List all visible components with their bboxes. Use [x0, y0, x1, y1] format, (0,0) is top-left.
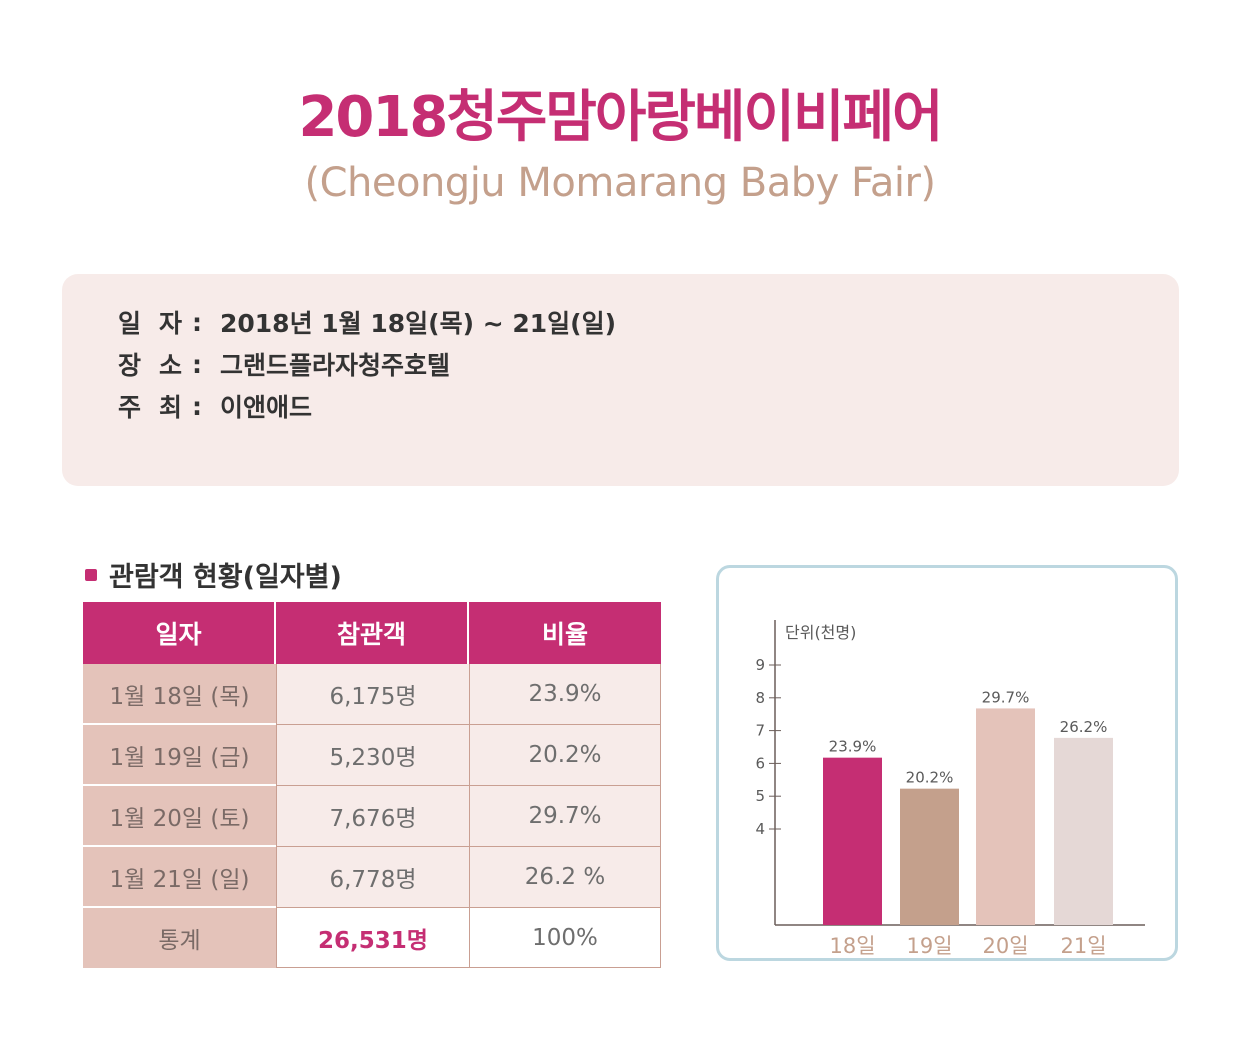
y-tick-label: 8: [755, 689, 765, 707]
chart-panel: 단위(천명) 4 5 6 7 8 9 23.9% 18일 20.2% 19일 29.7% 20일 26.2…: [716, 565, 1178, 961]
y-axis-label: 단위(천명): [785, 623, 856, 642]
table-header-row: 일자 참관객 비율: [83, 602, 661, 664]
info-row-date: 일자 : 2018년 1월 18일(목) ~ 21일(일): [118, 304, 616, 340]
column-header-ratio: 비율: [469, 602, 661, 664]
info-label: 주최: [118, 393, 201, 422]
cell-ratio: 26.2 %: [469, 847, 661, 908]
cell-date: 1월 19일 (금): [83, 725, 276, 786]
event-info-box: 일자 : 2018년 1월 18일(목) ~ 21일(일) 장소 : 그랜드플라…: [62, 274, 1179, 486]
page-title: 2018청주맘아랑베이비페어: [298, 85, 943, 150]
cell-date: 1월 21일 (일): [83, 847, 276, 908]
data-label: 20.2%: [906, 769, 954, 787]
bar-18일: [823, 757, 882, 925]
info-colon: :: [192, 391, 202, 421]
bar-20일: [976, 708, 1035, 925]
x-tick-label: 19일: [906, 934, 952, 958]
data-label: 29.7%: [982, 688, 1030, 706]
cell-ratio: 20.2%: [469, 725, 661, 786]
column-header-visitors: 참관객: [276, 602, 469, 664]
info-value-organizer: 이앤애드: [220, 393, 313, 422]
y-tick-label: 6: [755, 754, 765, 772]
data-label: 23.9%: [829, 738, 877, 756]
cell-visitors: 5,230명: [276, 725, 469, 786]
cell-visitors: 7,676명: [276, 786, 469, 847]
x-tick-label: 21일: [1060, 934, 1106, 958]
cell-date: 1월 20일 (토): [83, 786, 276, 847]
info-row-venue: 장소 : 그랜드플라자청주호텔: [118, 346, 450, 382]
table-row: 1월 21일 (일) 6,778명 26.2 %: [83, 847, 661, 908]
info-colon: :: [192, 307, 202, 337]
x-tick-label: 20일: [982, 934, 1028, 958]
table-row: 1월 18일 (목) 6,175명 23.9%: [83, 664, 661, 725]
bar-21일: [1054, 737, 1113, 925]
data-label: 26.2%: [1060, 718, 1108, 736]
y-tick-label: 5: [755, 787, 765, 805]
cell-ratio: 23.9%: [469, 664, 661, 725]
section-title: 관람객 현황(일자별): [109, 562, 342, 593]
section-heading: 관람객 현황(일자별): [85, 555, 342, 594]
cell-total-label: 통계: [83, 908, 276, 968]
cell-visitors: 6,778명: [276, 847, 469, 908]
square-bullet-icon: [85, 568, 97, 581]
table-row: 1월 20일 (토) 7,676명 29.7%: [83, 786, 661, 847]
info-row-organizer: 주최 : 이앤애드: [118, 388, 312, 424]
bar-19일: [900, 788, 959, 925]
table-total-row: 통계 26,531명 100%: [83, 908, 661, 968]
visitor-table: 일자 참관객 비율 1월 18일 (목) 6,175명 23.9% 1월 19일…: [83, 602, 661, 968]
y-tick-label: 4: [755, 820, 765, 838]
column-header-date: 일자: [83, 602, 276, 664]
table-row: 1월 19일 (금) 5,230명 20.2%: [83, 725, 661, 786]
info-value-venue: 그랜드플라자청주호텔: [220, 351, 451, 380]
info-label: 장소: [118, 351, 201, 380]
info-label: 일자: [118, 309, 201, 338]
cell-total-ratio: 100%: [469, 908, 661, 968]
cell-date: 1월 18일 (목): [83, 664, 276, 725]
y-tick-label: 7: [755, 722, 765, 740]
cell-visitors: 6,175명: [276, 664, 469, 725]
cell-ratio: 29.7%: [469, 786, 661, 847]
cell-total-visitors: 26,531명: [276, 908, 469, 968]
x-tick-label: 18일: [829, 934, 875, 958]
y-tick-label: 9: [755, 656, 765, 674]
info-colon: :: [192, 349, 202, 379]
page-subtitle: (Cheongju Momarang Baby Fair): [304, 160, 936, 206]
bar-chart: 단위(천명) 4 5 6 7 8 9 23.9% 18일 20.2% 19일 29.7% 20일 26.2…: [755, 620, 1145, 958]
info-value-date: 2018년 1월 18일(목) ~ 21일(일): [220, 309, 617, 338]
